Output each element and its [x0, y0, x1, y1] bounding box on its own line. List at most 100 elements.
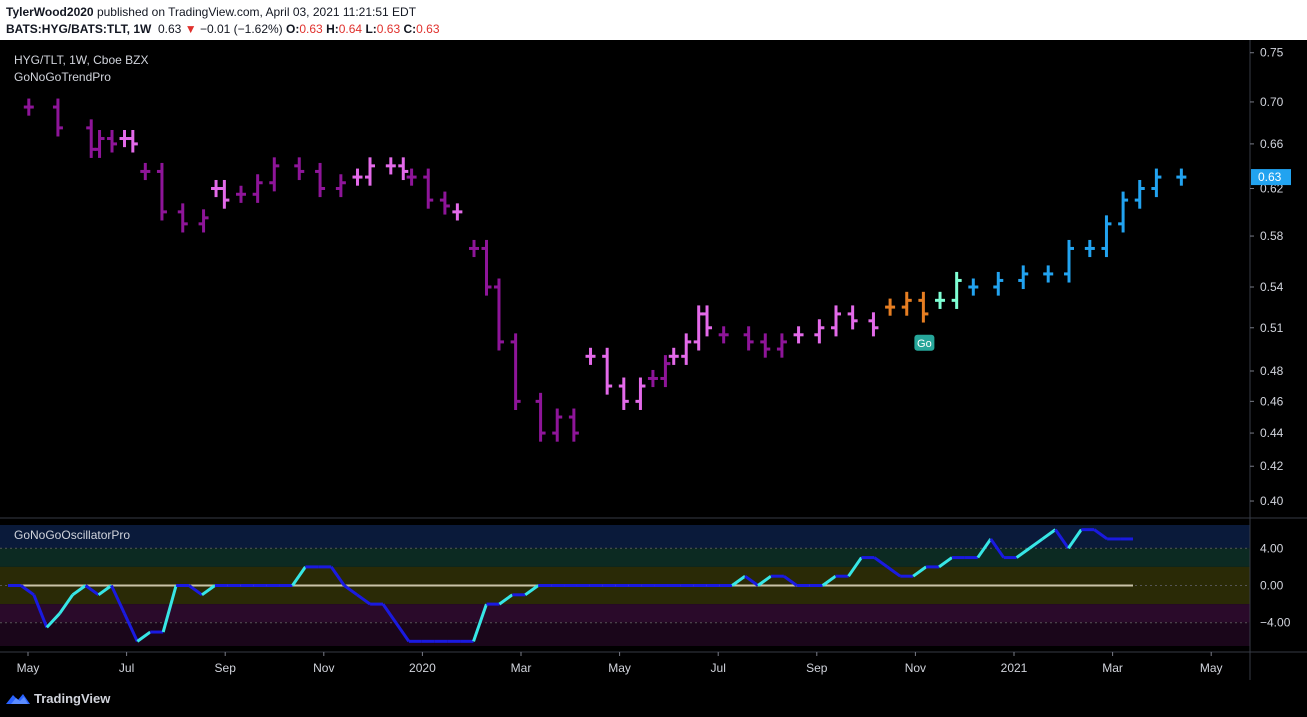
- trend-indicator-legend[interactable]: GoNoGoTrendPro: [14, 70, 111, 84]
- oscillator-segment: [356, 593, 371, 606]
- price-change: −0.01 (−1.62%): [199, 22, 283, 36]
- oscillator-segment: [1054, 528, 1070, 550]
- oscillator-segment: [1041, 528, 1057, 541]
- time-tick-label: Nov: [313, 661, 334, 675]
- tradingview-brand[interactable]: TradingView: [34, 691, 111, 706]
- price-bar: [481, 239, 492, 296]
- price-tick-label: 0.58: [1260, 229, 1284, 243]
- high-value: 0.64: [338, 22, 363, 36]
- price-bar: [993, 271, 1004, 296]
- price-bar: [831, 305, 842, 337]
- price-bar: [1101, 215, 1112, 258]
- go-signal-marker: Go: [914, 334, 935, 351]
- oscillator-legend[interactable]: GoNoGoOscillatorPro: [14, 528, 130, 542]
- price-tick-label: 0.44: [1260, 426, 1284, 440]
- price-tick-label: 0.51: [1260, 321, 1284, 335]
- oscillator-segment: [97, 584, 113, 597]
- price-bar: [352, 168, 363, 186]
- price-tick-label: 0.66: [1260, 137, 1284, 151]
- down-arrow-icon: ▼: [184, 22, 197, 36]
- oscillator-segment: [1015, 547, 1031, 559]
- osc-zone-bottom: [0, 622, 1250, 646]
- tradingview-logo-icon[interactable]: [6, 692, 30, 706]
- price-bar: [868, 312, 879, 337]
- oscillator-pane[interactable]: [0, 525, 1250, 646]
- oscillator-segment: [45, 612, 61, 629]
- price-bar: [127, 130, 138, 153]
- price-bar: [718, 326, 729, 344]
- current-price-label: 0.63: [1251, 169, 1291, 186]
- price-bar: [1118, 191, 1129, 233]
- symbol-legend: HYG/TLT, 1W, Cboe BZX: [14, 53, 148, 67]
- oscillator-segment: [989, 538, 1005, 559]
- high-label: H:: [326, 22, 339, 36]
- time-tick-label: Sep: [806, 661, 828, 675]
- price-bar: [901, 291, 912, 316]
- oscillator-segment: [886, 565, 902, 578]
- price-bar: [668, 347, 679, 365]
- oscillator-segment: [1028, 537, 1044, 550]
- oscillator-segment: [330, 566, 346, 587]
- price-pane[interactable]: Go: [23, 98, 1187, 442]
- open-label: O:: [286, 22, 300, 36]
- price-bar: [951, 271, 962, 309]
- price-bar: [635, 377, 646, 410]
- price-bar: [602, 347, 613, 395]
- footer: TradingView: [0, 680, 1307, 717]
- price-bar: [198, 209, 209, 233]
- oscillator-segment: [912, 565, 927, 578]
- price-bar: [423, 168, 434, 209]
- oscillator-segment: [291, 566, 307, 587]
- price-bar: [847, 305, 858, 330]
- time-tick-label: Mar: [511, 661, 532, 675]
- symbol-label: BATS:HYG/BATS:TLT, 1W: [6, 22, 152, 36]
- time-tick-label: May: [608, 661, 631, 675]
- osc-tick-label: 0.00: [1260, 579, 1284, 593]
- oscillator-segment: [71, 584, 87, 597]
- chart-canvas[interactable]: Go 0.750.700.660.620.580.540.510.480.460…: [0, 40, 1307, 680]
- osc-zone-upper: [0, 548, 1250, 567]
- time-tick-label: Nov: [905, 661, 926, 675]
- oscillator-segment: [32, 594, 49, 628]
- author-name[interactable]: TylerWood2020: [6, 5, 94, 19]
- time-tick-label: Mar: [1102, 661, 1123, 675]
- price-tick-label: 0.40: [1260, 494, 1284, 508]
- oscillator-segment: [1067, 528, 1083, 550]
- price-bar: [452, 203, 463, 221]
- price-bar: [1151, 168, 1162, 198]
- price-bar: [647, 369, 658, 388]
- price-tick-label: 0.46: [1260, 394, 1284, 408]
- price-bar: [335, 174, 346, 198]
- oscillator-segment: [188, 584, 203, 597]
- oscillator-segment: [136, 630, 152, 643]
- oscillator-segment: [847, 556, 863, 578]
- price-bar: [776, 333, 787, 358]
- price-bar: [156, 162, 167, 221]
- price-bar: [52, 98, 63, 137]
- publish-line: TylerWood2020 published on TradingView.c…: [6, 5, 416, 19]
- price-bar: [702, 305, 713, 337]
- oscillator-segment: [873, 556, 889, 569]
- price-bar: [236, 185, 247, 203]
- time-tick-label: 2021: [1001, 661, 1028, 675]
- price-bar: [23, 98, 34, 116]
- price-tick-label: 0.70: [1260, 95, 1284, 109]
- price-bar: [552, 408, 563, 442]
- oscillator-segment: [123, 612, 139, 642]
- price-bar: [294, 157, 305, 181]
- price-bar: [510, 333, 521, 410]
- price-bar: [86, 119, 97, 158]
- osc-tick-label: −4.00: [1260, 616, 1291, 630]
- go-signal-label: Go: [917, 338, 932, 350]
- price-bar: [107, 130, 118, 153]
- time-tick-label: Jul: [711, 661, 726, 675]
- oscillator-segment: [938, 556, 953, 569]
- oscillator-segment: [1093, 528, 1109, 541]
- price-bar: [1018, 265, 1029, 290]
- price-bar: [364, 157, 375, 186]
- time-tick-label: 2020: [409, 661, 436, 675]
- oscillator-segment: [58, 593, 74, 615]
- low-label: L:: [365, 22, 377, 36]
- open-value: 0.63: [299, 22, 323, 36]
- price-bar: [1134, 179, 1145, 209]
